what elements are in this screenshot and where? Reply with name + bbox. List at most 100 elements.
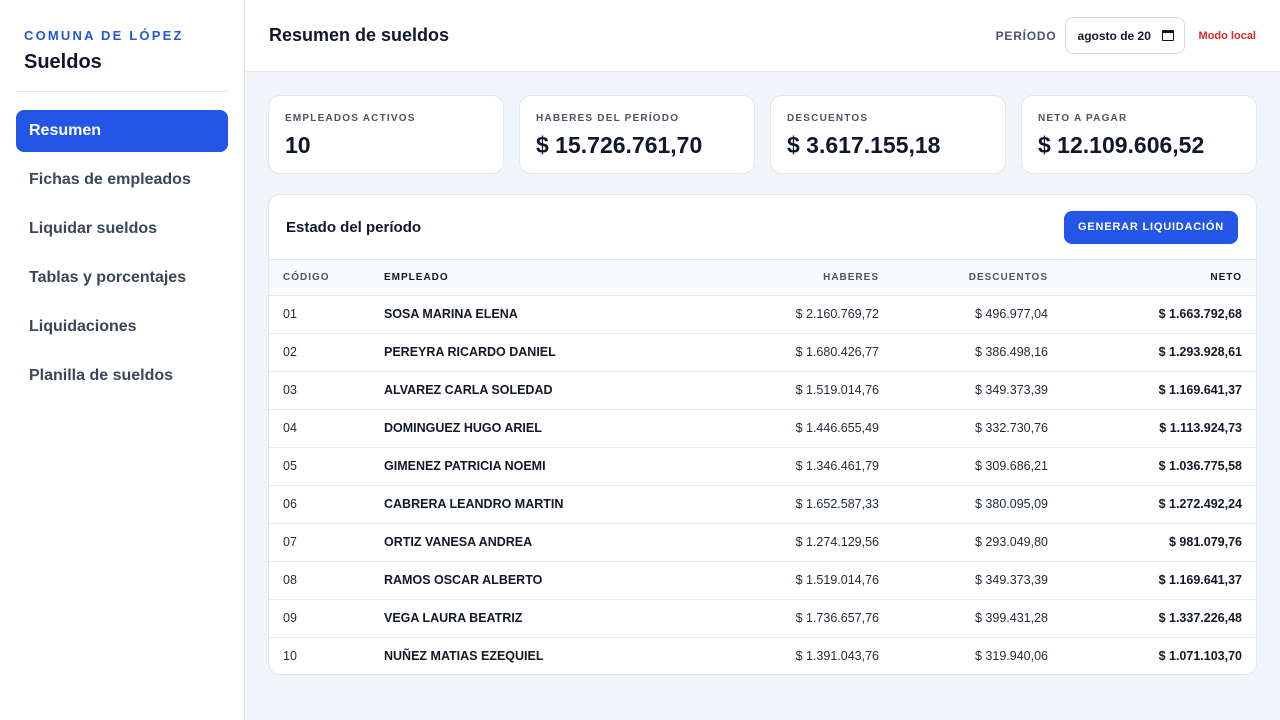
cell-haberes: $ 1.274.129,56 [699, 523, 879, 562]
cell-neto: $ 1.272.492,24 [1048, 485, 1256, 524]
kpi-label: HABERES DEL PERÍODO [536, 113, 680, 124]
cell-haberes: $ 1.652.587,33 [699, 485, 879, 524]
app-title: Sueldos [24, 51, 102, 73]
generate-payroll-button[interactable]: GENERAR LIQUIDACIÓN [1064, 210, 1238, 244]
cell-codigo: 06 [269, 485, 384, 524]
table-row[interactable]: 05 GIMENEZ PATRICIA NOEMI $ 1.346.461,79 $ … [269, 447, 1256, 486]
table-row[interactable]: 01 SOSA MARINA ELENA $ 2.160.769,72 $ 496.9… [269, 295, 1256, 334]
table-row[interactable]: 07 ORTIZ VANESA ANDREA $ 1.274.129,56 $ 293… [269, 523, 1256, 562]
cell-neto: $ 1.113.924,73 [1048, 409, 1256, 448]
period-input[interactable]: agosto de 20 [1064, 17, 1185, 54]
sidebar-item-fichas-de-empleados[interactable]: Fichas de empleados [16, 159, 228, 201]
kpi-value: $ 15.726.761,70 [536, 132, 703, 158]
table-row[interactable]: 10 NUÑEZ MATIAS EZEQUIEL $ 1.391.043,76 $ 3… [269, 637, 1256, 674]
kpi-card-empleados-activos: EMPLEADOS ACTIVOS 10 [268, 95, 504, 174]
cell-descuentos: $ 399.431,28 [879, 599, 1048, 638]
table-row[interactable]: 06 CABRERA LEANDRO MARTIN $ 1.652.587,33 $ … [269, 485, 1256, 524]
cell-neto: $ 1.071.103,70 [1158, 649, 1242, 664]
column-header-empleado[interactable]: EMPLEADO [384, 260, 699, 296]
kpi-value: $ 3.617.155,18 [787, 132, 941, 158]
cell-codigo: 08 [269, 561, 384, 600]
cell-codigo: 02 [269, 333, 384, 372]
cell-empleado: DOMINGUEZ HUGO ARIEL [384, 409, 699, 448]
cell-empleado: RAMOS OSCAR ALBERTO [384, 561, 699, 600]
cell-haberes: $ 1.519.014,76 [699, 371, 879, 410]
cell-codigo: 04 [269, 409, 384, 448]
sidebar-item-resumen[interactable]: Resumen [16, 110, 228, 152]
sidebar-item-label: Planilla de sueldos [29, 367, 174, 384]
cell-empleado: GIMENEZ PATRICIA NOEMI [384, 447, 699, 486]
kpi-card-neto-a-pagar: NETO A PAGAR $ 12.109.606,52 [1021, 95, 1257, 174]
cell-neto: $ 1.337.226,48 [1048, 599, 1256, 638]
cell-codigo: 05 [269, 447, 384, 486]
cell-neto: $ 1.169.641,37 [1048, 371, 1256, 410]
sidebar-item-label: Liquidar sueldos [29, 220, 158, 237]
sidebar-item-label: Fichas de empleados [29, 171, 191, 188]
panel-header: Estado del período GENERAR LIQUIDACIÓN [269, 195, 1256, 260]
table-row[interactable]: 02 PEREYRA RICARDO DANIEL $ 1.680.426,77 $ … [269, 333, 1256, 372]
column-header-haberes[interactable]: HABERES [699, 260, 879, 296]
cell-descuentos: $ 496.977,04 [879, 295, 1048, 334]
cell-codigo: 09 [269, 599, 384, 638]
mode-indicator: Modo local [1198, 29, 1256, 42]
cell-codigo: 01 [269, 295, 384, 334]
cell-descuentos: $ 332.730,76 [879, 409, 1048, 448]
cell-haberes: $ 2.160.769,72 [699, 295, 879, 334]
cell-codigo: 03 [269, 371, 384, 410]
sidebar-item-label: Resumen [29, 122, 102, 139]
cell-empleado: PEREYRA RICARDO DANIEL [384, 333, 699, 372]
table-row[interactable]: 03 ALVAREZ CARLA SOLEDAD $ 1.519.014,76 $ 3… [269, 371, 1256, 410]
kpi-label: NETO A PAGAR [1038, 113, 1128, 124]
panel-title: Estado del período [286, 218, 422, 236]
cell-empleado: SOSA MARINA ELENA [384, 295, 699, 334]
calendar-icon[interactable] [1161, 30, 1174, 41]
cell-neto: $ 1.036.775,58 [1048, 447, 1256, 486]
kpi-label: DESCUENTOS [787, 113, 869, 124]
period-label: PERÍODO [995, 28, 1057, 43]
organization-name: COMUNA DE LÓPEZ [24, 28, 184, 43]
table-header-row: CÓDIGO EMPLEADO HABERES DESCUENTOS NETO [269, 260, 1256, 296]
kpi-card-descuentos: DESCUENTOS $ 3.617.155,18 [770, 95, 1006, 174]
sidebar: COMUNA DE LÓPEZ Sueldos Resumen Fichas d… [0, 0, 245, 720]
cell-neto: $ 1.169.641,37 [1048, 561, 1256, 600]
table-row[interactable]: 08 RAMOS OSCAR ALBERTO $ 1.519.014,76 $ 349… [269, 561, 1256, 600]
kpi-value: $ 12.109.606,52 [1038, 132, 1205, 158]
cell-haberes: $ 1.736.657,76 [699, 599, 879, 638]
sidebar-item-label: Tablas y porcentajes [29, 269, 187, 286]
cell-haberes: $ 1.346.461,79 [699, 447, 879, 486]
sidebar-item-liquidaciones[interactable]: Liquidaciones [16, 306, 228, 348]
table-row[interactable]: 04 DOMINGUEZ HUGO ARIEL $ 1.446.655,49 $ 33… [269, 409, 1256, 448]
cell-descuentos: $ 380.095,09 [879, 485, 1048, 524]
cell-empleado: CABRERA LEANDRO MARTIN [384, 485, 699, 524]
column-header-codigo[interactable]: CÓDIGO [269, 260, 384, 296]
sidebar-item-planilla-de-sueldos[interactable]: Planilla de sueldos [16, 355, 228, 397]
sidebar-item-liquidar-sueldos[interactable]: Liquidar sueldos [16, 208, 228, 250]
sidebar-nav: Resumen Fichas de empleados Liquidar sue… [16, 110, 228, 397]
page-title: Resumen de sueldos [269, 25, 450, 45]
column-header-descuentos[interactable]: DESCUENTOS [879, 260, 1048, 296]
cell-descuentos: $ 349.373,39 [879, 561, 1048, 600]
sidebar-item-label: Liquidaciones [29, 318, 137, 335]
cell-descuentos: $ 349.373,39 [879, 371, 1048, 410]
cell-haberes: $ 1.391.043,76 [795, 649, 879, 664]
sidebar-item-tablas-y-porcentajes[interactable]: Tablas y porcentajes [16, 257, 228, 299]
column-header-neto[interactable]: NETO [1048, 260, 1256, 296]
cell-empleado: ALVAREZ CARLA SOLEDAD [384, 371, 699, 410]
cell-codigo: 10 [283, 649, 297, 664]
table-row[interactable]: 09 VEGA LAURA BEATRIZ $ 1.736.657,76 $ 399.… [269, 599, 1256, 638]
cell-neto: $ 1.293.928,61 [1048, 333, 1256, 372]
cell-descuentos: $ 309.686,21 [879, 447, 1048, 486]
kpi-card-haberes: HABERES DEL PERÍODO $ 15.726.761,70 [519, 95, 755, 174]
cell-haberes: $ 1.680.426,77 [699, 333, 879, 372]
cell-neto: $ 981.079,76 [1048, 523, 1256, 562]
cell-empleado: VEGA LAURA BEATRIZ [384, 599, 699, 638]
top-bar: Resumen de sueldos PERÍODO agosto de 20 … [245, 0, 1280, 72]
period-value: agosto de 20 [1077, 28, 1151, 43]
cell-descuentos: $ 386.498,16 [879, 333, 1048, 372]
cell-empleado: NUÑEZ MATIAS EZEQUIEL [384, 649, 544, 664]
kpi-cards: EMPLEADOS ACTIVOS 10 HABERES DEL PERÍODO… [268, 95, 1257, 174]
cell-codigo: 07 [269, 523, 384, 562]
period-status-panel: Estado del período GENERAR LIQUIDACIÓN C… [268, 194, 1257, 675]
kpi-value: 10 [285, 132, 311, 158]
cell-haberes: $ 1.446.655,49 [699, 409, 879, 448]
